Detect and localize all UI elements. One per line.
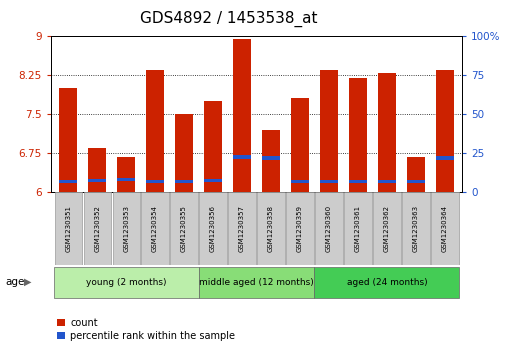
Bar (315, 192, 342, 265)
Bar (199, 267, 314, 298)
Bar (378, 73, 396, 192)
Bar (146, 180, 164, 183)
Bar (287, 192, 313, 265)
Text: GSM1230359: GSM1230359 (297, 205, 303, 252)
Text: GSM1230361: GSM1230361 (355, 205, 361, 252)
Text: GSM1230352: GSM1230352 (94, 205, 100, 252)
Text: aged (24 months): aged (24 months) (346, 278, 427, 287)
Bar (204, 179, 222, 182)
Text: ▶: ▶ (24, 277, 31, 287)
Text: GSM1230364: GSM1230364 (442, 205, 448, 252)
Bar (431, 192, 459, 265)
Text: GSM1230355: GSM1230355 (181, 205, 187, 252)
Bar (402, 192, 430, 265)
Bar (320, 70, 338, 192)
Bar (171, 192, 198, 265)
Bar (320, 180, 338, 183)
Bar (407, 157, 425, 192)
Bar (59, 180, 77, 183)
Text: GSM1230351: GSM1230351 (65, 205, 71, 252)
Bar (436, 70, 454, 192)
Bar (175, 114, 193, 192)
Bar (117, 178, 135, 181)
Text: GSM1230363: GSM1230363 (413, 205, 419, 252)
Bar (233, 39, 251, 192)
Bar (378, 180, 396, 183)
Bar (113, 192, 140, 265)
Bar (291, 98, 309, 192)
Text: age: age (5, 277, 24, 287)
Bar (314, 267, 459, 298)
Bar (117, 157, 135, 192)
Bar (175, 180, 193, 183)
Text: GDS4892 / 1453538_at: GDS4892 / 1453538_at (140, 11, 318, 27)
Bar (83, 192, 111, 265)
Bar (200, 192, 227, 265)
Bar (291, 180, 309, 183)
Bar (229, 192, 256, 265)
Bar (262, 130, 280, 192)
Text: GSM1230356: GSM1230356 (210, 205, 216, 252)
Text: GSM1230353: GSM1230353 (123, 205, 129, 252)
Bar (436, 156, 454, 160)
Bar (59, 88, 77, 192)
Bar (373, 192, 400, 265)
Bar (262, 156, 280, 160)
Bar (344, 192, 371, 265)
Text: GSM1230357: GSM1230357 (239, 205, 245, 252)
Bar (233, 155, 251, 159)
Bar (88, 148, 106, 192)
Text: GSM1230360: GSM1230360 (326, 205, 332, 252)
Bar (142, 192, 169, 265)
Text: young (2 months): young (2 months) (86, 278, 167, 287)
Bar (88, 179, 106, 182)
Bar (204, 101, 222, 192)
Bar (350, 78, 367, 192)
Text: GSM1230354: GSM1230354 (152, 205, 158, 252)
Legend: count, percentile rank within the sample: count, percentile rank within the sample (56, 317, 236, 342)
Text: GSM1230358: GSM1230358 (268, 205, 274, 252)
Bar (258, 192, 284, 265)
Bar (54, 267, 199, 298)
Text: GSM1230362: GSM1230362 (384, 205, 390, 252)
Text: middle aged (12 months): middle aged (12 months) (199, 278, 314, 287)
Bar (407, 180, 425, 183)
Bar (350, 180, 367, 183)
Bar (146, 70, 164, 192)
Bar (54, 192, 82, 265)
